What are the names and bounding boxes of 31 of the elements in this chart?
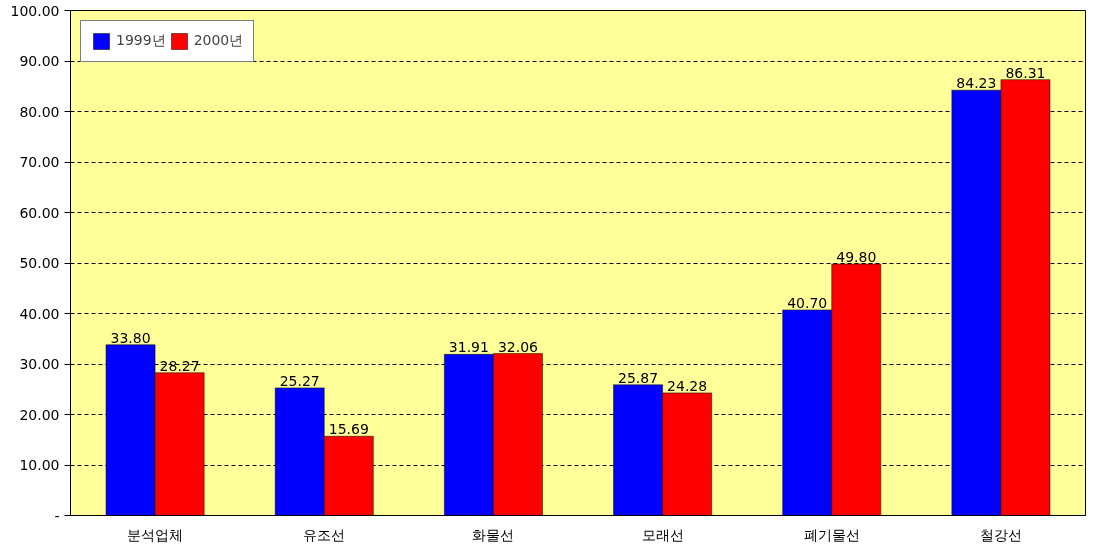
legend-label: 2000년 <box>193 32 244 50</box>
data-label: 40.70 <box>787 294 828 311</box>
data-label: 31.91 <box>448 339 489 356</box>
y-tick-label: 50.00 <box>19 255 60 271</box>
x-tick-label: 철강선 <box>979 526 1022 543</box>
data-label: 32.06 <box>497 338 539 355</box>
data-label: 25.87 <box>618 369 659 386</box>
data-label: 28.27 <box>159 357 200 374</box>
x-tick-label: 폐기물선 <box>803 526 860 543</box>
data-label: 86.31 <box>1005 64 1046 81</box>
y-tick-label: 100.00 <box>10 2 60 19</box>
y-tick-label: 70.00 <box>19 154 60 170</box>
y-tick-label: 10.00 <box>19 457 60 473</box>
data-label: 24.28 <box>667 377 708 394</box>
y-tick-label: 20.00 <box>19 406 60 423</box>
data-label: 49.80 <box>836 249 877 266</box>
y-tick-label: 30.00 <box>19 356 60 372</box>
y-tick-label: 80.00 <box>19 103 60 120</box>
y-tick-label: 60.00 <box>19 204 60 221</box>
x-tick-label: 모래선 <box>641 526 684 543</box>
x-tick-label: 유조선 <box>303 526 346 543</box>
y-tick-label: - <box>54 507 60 524</box>
data-label: 25.27 <box>279 372 320 389</box>
legend-label: 1999년 <box>116 32 166 50</box>
data-label: 15.69 <box>328 421 369 438</box>
x-tick-label: 화물선 <box>472 526 515 543</box>
y-tick-label: 90.00 <box>19 53 60 69</box>
data-label: 84.23 <box>956 75 997 92</box>
x-tick-label: 분석업체 <box>127 526 184 543</box>
data-label: 33.80 <box>110 329 151 346</box>
y-tick-label: 40.00 <box>19 305 60 322</box>
